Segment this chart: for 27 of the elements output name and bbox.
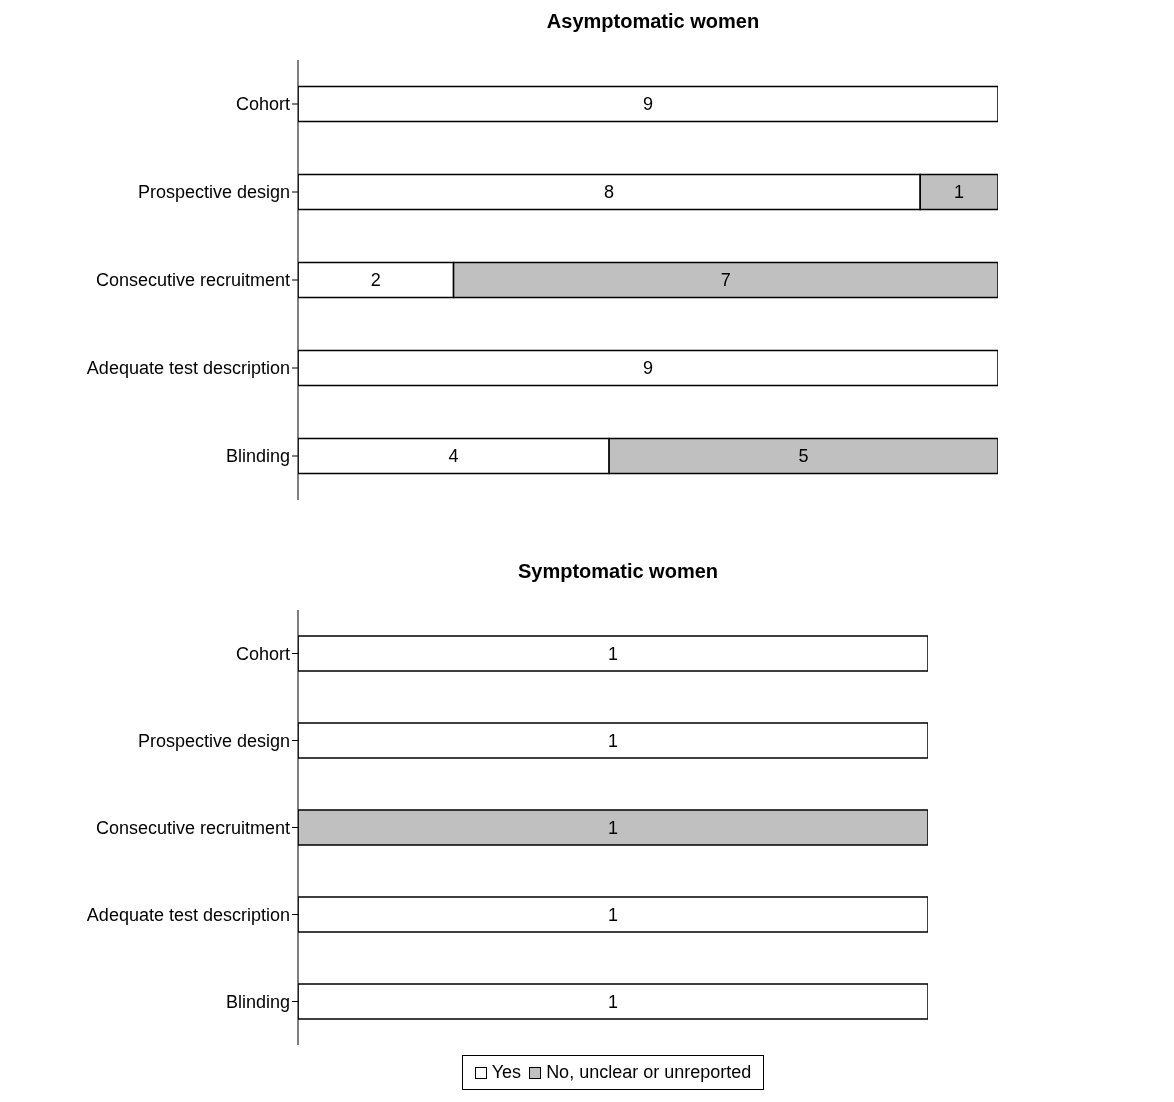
data-label: 8 bbox=[604, 182, 615, 203]
y-tick-label: Adequate test description bbox=[86, 904, 290, 925]
data-label: 9 bbox=[642, 358, 654, 379]
data-label: 1 bbox=[607, 817, 619, 838]
y-tick-label: Prospective design bbox=[137, 182, 290, 203]
legend-label: No, unclear or unreported bbox=[545, 1062, 752, 1083]
y-tick-label: Cohort bbox=[235, 643, 290, 664]
legend-label: Yes bbox=[490, 1062, 522, 1083]
data-label: 1 bbox=[607, 904, 619, 925]
y-tick-label: Cohort bbox=[235, 94, 290, 115]
y-tick-label: Blinding bbox=[225, 446, 290, 467]
data-label: 1 bbox=[607, 730, 619, 751]
y-tick-label: Consecutive recruitment bbox=[95, 817, 290, 838]
data-label: 1 bbox=[954, 182, 965, 203]
data-label: 7 bbox=[720, 270, 731, 291]
y-tick-label: Blinding bbox=[225, 991, 290, 1012]
chart-title: Asymptomatic women bbox=[545, 10, 761, 34]
y-tick-label: Prospective design bbox=[137, 730, 290, 751]
y-tick-label: Adequate test description bbox=[86, 358, 290, 379]
data-label: 2 bbox=[370, 270, 381, 291]
data-label: 1 bbox=[607, 991, 619, 1012]
y-tick-label: Consecutive recruitment bbox=[95, 270, 290, 291]
data-label: 9 bbox=[642, 94, 654, 115]
chart-title: Symptomatic women bbox=[516, 560, 719, 584]
data-label: 4 bbox=[448, 446, 459, 467]
data-label: 5 bbox=[798, 446, 809, 467]
data-label: 1 bbox=[607, 643, 619, 664]
